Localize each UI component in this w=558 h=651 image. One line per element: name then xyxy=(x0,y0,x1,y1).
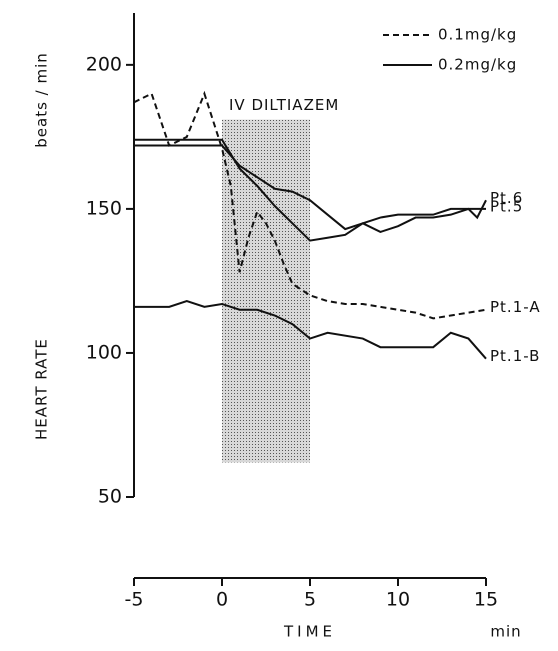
y-axis-label: HEART RATE xyxy=(33,338,51,440)
annotation: IV DILTIAZEM xyxy=(229,96,339,114)
series-line xyxy=(134,144,487,231)
series-line xyxy=(134,138,486,242)
x-axis-label: TIME xyxy=(283,623,336,641)
x-tick-label: -5 xyxy=(125,589,144,611)
legend-label: 0.2mg/kg xyxy=(438,56,517,74)
x-unit: min xyxy=(490,623,521,641)
x-tick-label: 10 xyxy=(386,589,410,611)
x-tick-label: 0 xyxy=(216,589,228,611)
series-label: Pt.1-A xyxy=(490,298,541,316)
y-tick-label: 150 xyxy=(86,197,122,219)
series-label: Pt.6 xyxy=(490,189,523,207)
y-tick-label: 100 xyxy=(86,341,122,363)
y-tick-label: 200 xyxy=(86,53,122,75)
series-label: Pt.1-B xyxy=(490,347,540,365)
y-tick-label: 50 xyxy=(98,486,122,508)
infusion-shade xyxy=(222,119,310,463)
x-tick-label: 5 xyxy=(304,589,316,611)
series-label: Pt.5 xyxy=(490,197,523,215)
series-line xyxy=(134,300,487,360)
legend-label: 0.1mg/kg xyxy=(438,26,517,44)
x-tick-label: 15 xyxy=(474,589,498,611)
y-unit: beats / min xyxy=(33,52,51,148)
series-line xyxy=(133,90,487,320)
